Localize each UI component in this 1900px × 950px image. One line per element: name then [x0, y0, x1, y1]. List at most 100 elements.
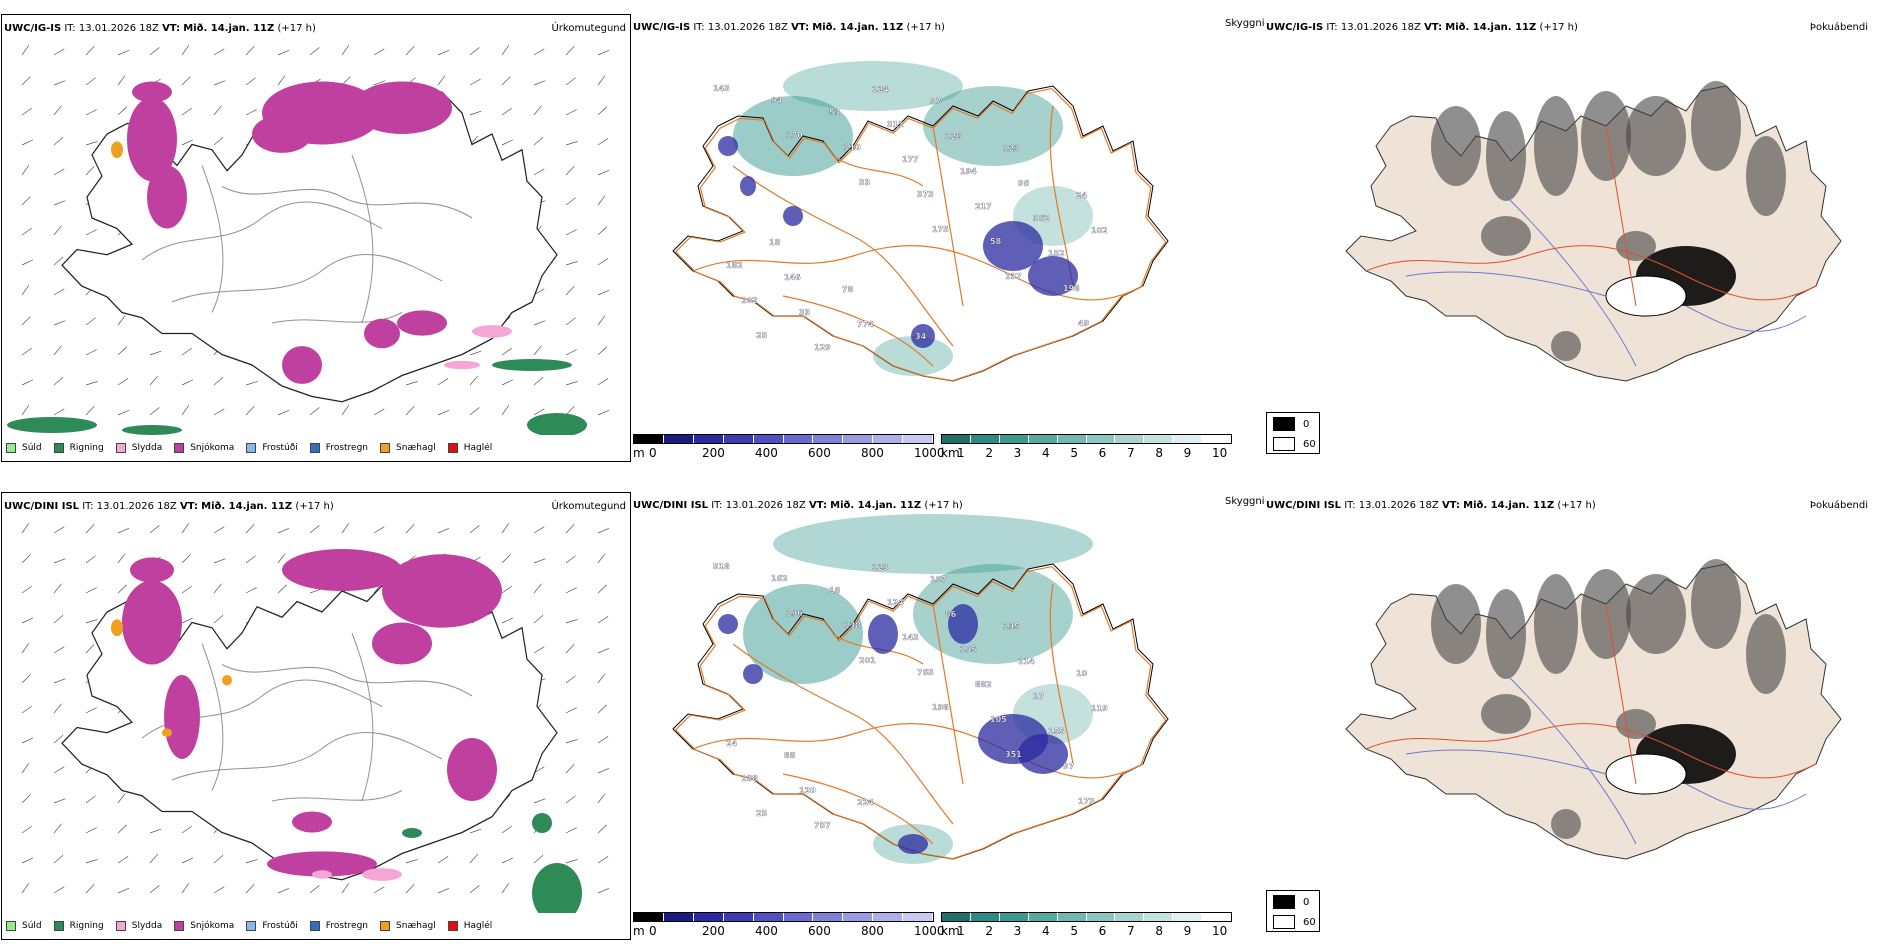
header-vt-value: Mið. 14.jan. 11Z	[183, 23, 275, 34]
visibility-panel: UWC/DINI ISL IT: 13.01.2026 18Z VT: Mið.…	[633, 492, 1265, 942]
fog-scale-swatch	[1273, 895, 1295, 909]
fog-index-area	[1431, 106, 1481, 186]
scale-step	[813, 913, 844, 921]
wind-barb	[117, 409, 130, 416]
wind-barb	[21, 554, 31, 564]
wind-barb	[21, 139, 34, 146]
legend-label: Frostúði	[262, 921, 298, 931]
wind-barb	[565, 261, 578, 266]
wind-barb	[53, 256, 64, 266]
contour-line	[171, 254, 443, 303]
road-line	[782, 773, 934, 845]
road-line	[732, 643, 954, 825]
wind-barb	[117, 887, 130, 894]
wind-barb	[565, 859, 578, 864]
glacier-area	[1605, 753, 1687, 795]
wind-barb	[437, 75, 446, 86]
fog-index-area	[1581, 91, 1631, 181]
wind-barb	[341, 522, 350, 534]
fog-header: UWC/IG-IS IT: 13.01.2026 18Z VT: Mið. 14…	[1266, 22, 1578, 34]
fog-index-area	[1551, 331, 1581, 361]
wind-barb	[213, 136, 224, 146]
contour-line	[201, 165, 224, 313]
header-lead: (+17 h)	[1557, 500, 1596, 511]
wind-barb	[437, 378, 449, 386]
scale-step	[723, 435, 754, 443]
forecast-row-igis: UWC/IG-IS IT: 13.01.2026 18Z VT: Mið. 14…	[1, 14, 1900, 464]
wind-barb	[21, 585, 33, 594]
wind-barb	[501, 139, 514, 146]
scale-step	[1144, 913, 1174, 921]
ceiling-value-label: 58	[990, 237, 1002, 246]
wind-barb	[565, 285, 575, 296]
scale-step	[970, 435, 1000, 443]
fog-panel: 0 60 UWC/IG-IS IT: 13.01.2026 18Z VT: Mið…	[1266, 14, 1900, 464]
wind-barb	[597, 527, 610, 534]
scale-step	[1115, 913, 1145, 921]
wind-barb	[533, 105, 542, 116]
ceiling-value-label: 33	[799, 308, 810, 317]
wind-barb	[245, 555, 256, 564]
iceland-outline	[61, 549, 558, 881]
precip-map	[21, 522, 610, 913]
precip-header: UWC/IG-IS IT: 13.01.2026 18Z VT: Mið. 14…	[4, 23, 316, 35]
header-it-label: IT:	[693, 22, 705, 33]
wind-barb	[53, 376, 64, 386]
scale-unit: km	[941, 924, 960, 938]
wind-barb	[21, 316, 31, 326]
scale-tick: 600	[808, 446, 831, 460]
wind-barb	[181, 404, 190, 416]
wind-barb	[565, 349, 577, 356]
ceiling-value-label: 757	[814, 821, 831, 830]
wind-barb	[277, 584, 288, 594]
wind-barb	[405, 45, 415, 56]
road-line	[732, 165, 954, 347]
fog-index-area	[1481, 694, 1531, 734]
wind-barb	[85, 827, 97, 834]
wind-barb	[597, 138, 609, 146]
wind-barb	[565, 675, 576, 684]
wind-barb	[181, 44, 190, 56]
wind-barb	[85, 587, 97, 594]
scale-tick: 10	[1212, 446, 1228, 460]
wind-barb	[53, 408, 65, 416]
wind-barb	[117, 856, 129, 864]
rain-area	[532, 863, 582, 913]
legend-swatch	[6, 443, 16, 453]
legend-item: Snjókoma	[174, 443, 234, 453]
rain-area	[402, 828, 422, 838]
wind-barb	[533, 766, 545, 774]
wind-barb	[53, 854, 64, 864]
wind-barb	[53, 614, 64, 624]
river-line	[1405, 749, 1607, 775]
header-it-value: 13.01.2026 18Z	[78, 23, 159, 34]
wind-barb	[405, 859, 418, 864]
wind-barb	[277, 553, 286, 564]
rain-area	[7, 417, 97, 433]
wind-barb	[565, 763, 575, 774]
ceiling-value-label: 78	[842, 285, 854, 294]
wind-barb	[597, 767, 610, 774]
ceiling-value-label: 198	[932, 703, 949, 712]
wind-barb	[565, 45, 575, 56]
header-it-label: IT:	[1344, 500, 1356, 511]
legend-swatch	[174, 443, 185, 453]
ceiling-value-label: 119	[1091, 704, 1108, 713]
river-line	[1685, 783, 1807, 810]
contour-line	[271, 790, 403, 802]
wind-barb	[597, 647, 610, 654]
wind-barb	[181, 825, 193, 834]
fog-map	[1345, 559, 1842, 860]
scale-tick: 7	[1127, 446, 1135, 460]
wind-barb	[21, 259, 34, 266]
wind-barb	[53, 886, 65, 894]
ceiling-value-label: 94	[771, 96, 783, 105]
legend-item: Snæhagl	[380, 443, 436, 453]
wind-barb	[245, 405, 255, 416]
iceland-outline	[672, 563, 1169, 860]
wind-barb	[533, 854, 544, 864]
fog-index-area	[1746, 136, 1786, 216]
wind-barb	[21, 642, 30, 654]
legend-label: Rigning	[69, 921, 104, 931]
wind-barb	[501, 585, 513, 594]
